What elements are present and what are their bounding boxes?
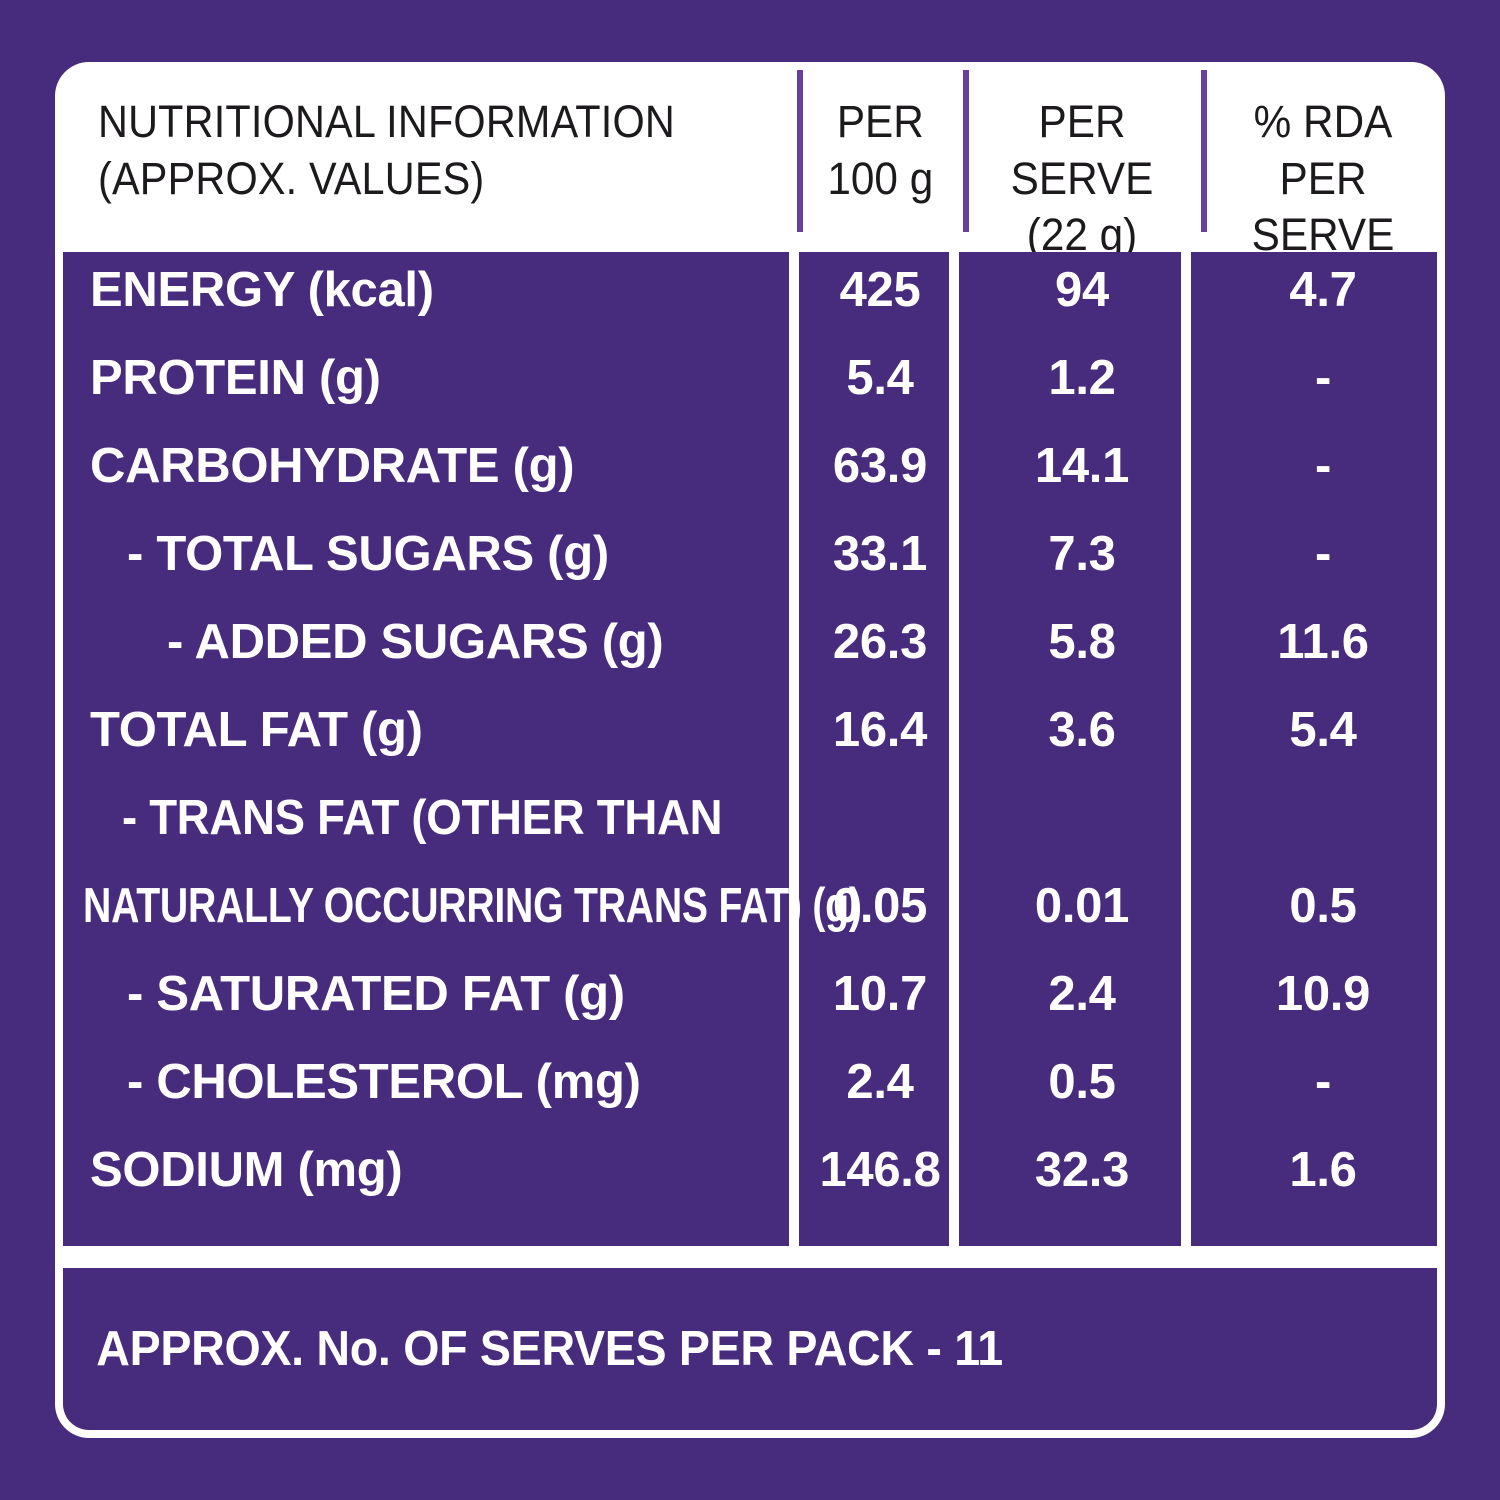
table-rows: ENERGY (kcal) 425 94 4.7 PROTEIN (g) 5.4…	[55, 244, 1445, 1254]
header-title-cell: NUTRITIONAL INFORMATION (APPROX. VALUES)	[55, 62, 797, 244]
page-title: NUTRITIONAL INFORMATION (APPROX. VALUES)	[98, 96, 675, 204]
table-row: - TRANS FAT (OTHER THAN	[55, 794, 1445, 843]
row-value-per-100g: 10.7	[832, 967, 928, 1021]
column-header-rda-per-serve: % RDA PER SERVE	[1201, 62, 1445, 260]
row-value-rda: 0.5	[1289, 879, 1357, 933]
body-block-per-serve	[959, 252, 1181, 1246]
row-value-rda: -	[1314, 351, 1332, 405]
row-value-per-100g: 63.9	[832, 439, 928, 493]
row-label: - SATURATED FAT (g)	[127, 967, 625, 1021]
row-value-per-serve: 0.01	[1034, 879, 1130, 933]
row-label: - TRANS FAT (OTHER THAN	[121, 791, 723, 845]
row-value-rda: 11.6	[1277, 615, 1369, 669]
row-value-per-serve: 3.6	[1048, 703, 1116, 757]
table-row: - SATURATED FAT (g) 10.7 2.4 10.9	[55, 970, 1445, 1019]
row-value-per-serve: 32.3	[1034, 1143, 1130, 1197]
table-row: - CHOLESTEROL (mg) 2.4 0.5 -	[55, 1058, 1445, 1107]
body-block-labels	[63, 252, 789, 1246]
row-value-rda: 1.6	[1289, 1143, 1357, 1197]
row-label: SODIUM (mg)	[90, 1143, 403, 1197]
row-value-per-serve: 2.4	[1048, 967, 1116, 1021]
table-header: NUTRITIONAL INFORMATION (APPROX. VALUES)…	[55, 62, 1445, 260]
row-value-per-100g: 2.4	[846, 1055, 914, 1109]
row-value-per-serve: 7.3	[1048, 527, 1116, 581]
row-label: PROTEIN (g)	[90, 351, 381, 405]
table-row: CARBOHYDRATE (g) 63.9 14.1 -	[55, 442, 1445, 491]
table-row: - ADDED SUGARS (g) 26.3 5.8 11.6	[55, 618, 1445, 667]
row-label: TOTAL FAT (g)	[90, 703, 423, 757]
row-value-per-100g: 146.8	[819, 1143, 941, 1197]
row-value-rda: -	[1314, 1055, 1332, 1109]
row-value-per-serve: 5.8	[1048, 615, 1116, 669]
column-header-per-100g: PER 100 g	[797, 62, 963, 244]
row-label: - ADDED SUGARS (g)	[167, 615, 664, 669]
row-value-per-100g: 26.3	[832, 615, 928, 669]
row-value-per-100g: 425	[839, 263, 921, 317]
table-row: NATURALLY OCCURRING TRANS FAT) (g) 0.05 …	[55, 882, 1445, 931]
table-row: ENERGY (kcal) 425 94 4.7	[55, 266, 1445, 315]
serves-per-pack-band: APPROX. No. OF SERVES PER PACK - 11	[63, 1268, 1437, 1430]
nutrition-information-card: NUTRITIONAL INFORMATION (APPROX. VALUES)…	[55, 62, 1445, 1438]
row-value-rda: 4.7	[1289, 263, 1357, 317]
body-block-rda-per-serve	[1191, 252, 1437, 1246]
row-label: NATURALLY OCCURRING TRANS FAT) (g)	[83, 879, 862, 933]
serves-per-pack-text: APPROX. No. OF SERVES PER PACK - 11	[96, 1322, 1003, 1376]
column-header-per-100g-label: PER 100 g	[827, 96, 933, 204]
table-row: - TOTAL SUGARS (g) 33.1 7.3 -	[55, 530, 1445, 579]
column-header-rda-per-serve-label: % RDA PER SERVE	[1251, 96, 1395, 261]
row-label: CARBOHYDRATE (g)	[90, 439, 575, 493]
row-value-per-serve: 14.1	[1034, 439, 1130, 493]
row-value-rda: 10.9	[1275, 967, 1371, 1021]
table-row: PROTEIN (g) 5.4 1.2 -	[55, 354, 1445, 403]
row-label: ENERGY (kcal)	[90, 263, 434, 317]
row-value-rda: 5.4	[1289, 703, 1357, 757]
table-row: TOTAL FAT (g) 16.4 3.6 5.4	[55, 706, 1445, 755]
row-value-per-serve: 1.2	[1048, 351, 1116, 405]
row-value-per-100g: 16.4	[832, 703, 928, 757]
table-row: SODIUM (mg) 146.8 32.3 1.6	[55, 1146, 1445, 1195]
row-value-rda: -	[1314, 527, 1332, 581]
row-label: - TOTAL SUGARS (g)	[127, 527, 609, 581]
column-header-per-serve: PER SERVE (22 g)	[963, 62, 1201, 260]
row-value-per-100g: 5.4	[846, 351, 914, 405]
row-value-per-100g: 33.1	[832, 527, 928, 581]
row-value-per-100g: 0.05	[832, 879, 928, 933]
row-value-rda: -	[1314, 439, 1332, 493]
body-block-per-100g	[799, 252, 949, 1246]
table-body: ENERGY (kcal) 425 94 4.7 PROTEIN (g) 5.4…	[55, 244, 1445, 1254]
column-header-per-serve-label: PER SERVE (22 g)	[1010, 96, 1154, 261]
row-value-per-serve: 94	[1055, 263, 1109, 317]
row-value-per-serve: 0.5	[1048, 1055, 1116, 1109]
row-label: - CHOLESTEROL (mg)	[127, 1055, 641, 1109]
